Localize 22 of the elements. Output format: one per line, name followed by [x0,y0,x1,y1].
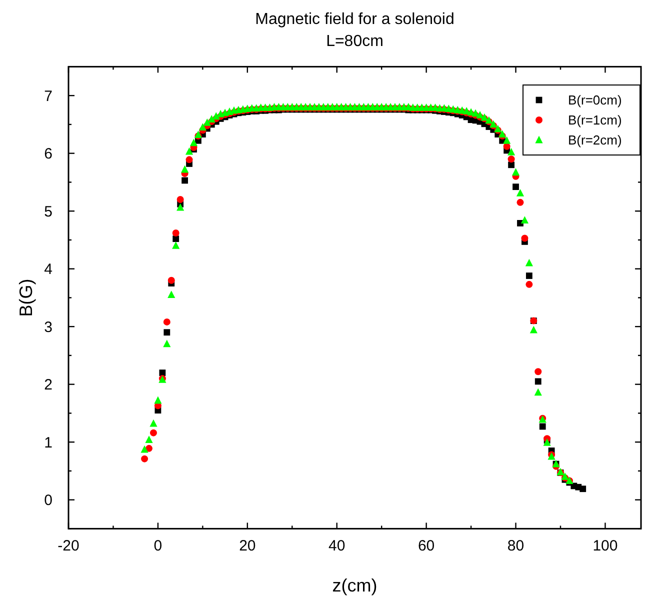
y-tick-label: 6 [44,146,52,163]
x-tick-label: 80 [507,538,524,555]
y-tick-label: 5 [44,203,52,220]
x-tick-label: 20 [239,538,256,555]
y-tick-label: 3 [44,318,52,336]
y-axis-title: B(G) [16,278,36,317]
x-tick-label: 0 [154,538,162,555]
legend-label: B(r=2cm) [568,132,622,148]
x-tick-label: -20 [58,538,80,555]
y-tick-label: 2 [44,376,52,394]
x-tick-label: 100 [592,538,618,555]
legend-label: B(r=1cm) [568,112,622,128]
y-tick-label: 4 [44,261,52,278]
y-tick-label: 7 [44,88,52,105]
x-tick-label: 60 [418,538,435,555]
y-tick-label: 0 [44,492,52,510]
legend-label: B(r=0cm) [568,92,622,108]
x-axis-title: z(cm) [332,576,378,596]
chart-title: Magnetic field for a solenoid [255,11,454,28]
y-tick-label: 1 [44,434,52,452]
chart-subtitle: L=80cm [326,33,384,50]
x-tick-label: 40 [328,538,346,555]
